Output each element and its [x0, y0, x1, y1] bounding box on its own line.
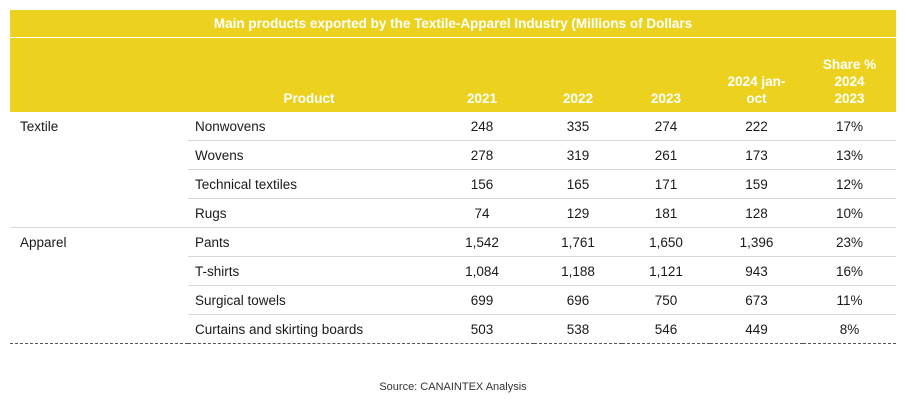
- table-row: Wovens 278 319 261 173 13%: [10, 140, 897, 170]
- share-cell: 11%: [803, 285, 897, 315]
- category-cell: [10, 257, 188, 286]
- value-2023-cell: 274: [622, 112, 710, 141]
- header-2024-line1: 2024 jan-: [727, 74, 786, 89]
- value-2021-cell: 1,084: [430, 256, 534, 286]
- export-table-container: Main products exported by the Textile-Ap…: [10, 10, 897, 344]
- product-cell: Technical textiles: [188, 169, 430, 199]
- share-cell: 10%: [803, 198, 897, 228]
- value-2023-cell: 1,121: [622, 256, 710, 286]
- category-cell: Textile: [20, 118, 59, 134]
- value-2021-cell: 699: [430, 285, 534, 315]
- share-cell: 23%: [803, 227, 897, 257]
- header-2024-jan-oct: 2024 jan- oct: [710, 37, 803, 112]
- value-2024-cell: 449: [710, 314, 803, 344]
- header-share-line1: Share %: [822, 57, 877, 72]
- table-row: Apparel Pants 1,542 1,761 1,650 1,396 23%: [10, 227, 897, 257]
- value-2022-cell: 319: [534, 140, 622, 170]
- product-cell: T-shirts: [188, 256, 430, 286]
- share-cell: 17%: [803, 112, 897, 141]
- value-2024-cell: 128: [710, 198, 803, 228]
- value-2023-cell: 546: [622, 314, 710, 344]
- value-2022-cell: 696: [534, 285, 622, 315]
- value-2022-cell: 335: [534, 112, 622, 141]
- product-cell: Wovens: [188, 140, 430, 170]
- table-row: Surgical towels 699 696 750 673 11%: [10, 285, 897, 315]
- value-2023-cell: 261: [622, 140, 710, 170]
- header-2024-line2: oct: [746, 91, 767, 106]
- product-cell: Nonwovens: [188, 112, 430, 141]
- header-2023: 2023: [622, 37, 710, 112]
- value-2021-cell: 74: [430, 198, 534, 228]
- header-product: Product: [188, 37, 430, 112]
- value-2024-cell: 173: [710, 140, 803, 170]
- value-2022-cell: 165: [534, 169, 622, 199]
- product-cell: Rugs: [188, 198, 430, 228]
- category-cell: [10, 286, 188, 315]
- value-2022-cell: 1,188: [534, 256, 622, 286]
- value-2023-cell: 171: [622, 169, 710, 199]
- table-row: Textile Nonwovens 248 335 274 222 17%: [10, 112, 897, 141]
- column-header-row: Product 2021 2022 2023 2024 jan- oct Sha…: [10, 37, 897, 112]
- header-share-line3: 2023: [834, 91, 865, 106]
- table-title: Main products exported by the Textile-Ap…: [10, 10, 897, 38]
- value-2024-cell: 1,396: [710, 227, 803, 257]
- value-2021-cell: 248: [430, 112, 534, 141]
- share-cell: 12%: [803, 169, 897, 199]
- product-cell: Surgical towels: [188, 285, 430, 315]
- category-cell: [10, 198, 188, 228]
- category-cell: [10, 314, 188, 344]
- value-2023-cell: 1,650: [622, 227, 710, 257]
- value-2022-cell: 129: [534, 198, 622, 228]
- value-2022-cell: 1,761: [534, 227, 622, 257]
- share-cell: 13%: [803, 140, 897, 170]
- value-2024-cell: 222: [710, 112, 803, 141]
- value-2022-cell: 538: [534, 314, 622, 344]
- value-2024-cell: 673: [710, 285, 803, 315]
- export-table: Main products exported by the Textile-Ap…: [10, 10, 897, 344]
- table-row: Technical textiles 156 165 171 159 12%: [10, 169, 897, 199]
- table-title-row: Main products exported by the Textile-Ap…: [10, 10, 897, 38]
- category-cell: [10, 170, 188, 199]
- share-cell: 8%: [803, 314, 897, 344]
- share-cell: 16%: [803, 256, 897, 286]
- value-2021-cell: 503: [430, 314, 534, 344]
- value-2021-cell: 156: [430, 169, 534, 199]
- header-share: Share % 2024 2023: [803, 37, 897, 112]
- product-cell: Pants: [188, 227, 430, 257]
- value-2024-cell: 159: [710, 169, 803, 199]
- source-note: Source: CANAINTEX Analysis: [379, 381, 527, 393]
- table-row: Rugs 74 129 181 128 10%: [10, 198, 897, 228]
- table-row: T-shirts 1,084 1,188 1,121 943 16%: [10, 256, 897, 286]
- product-cell: Curtains and skirting boards: [188, 314, 430, 344]
- category-cell: [10, 141, 188, 170]
- value-2021-cell: 1,542: [430, 227, 534, 257]
- header-category: [10, 37, 188, 112]
- value-2024-cell: 943: [710, 256, 803, 286]
- table-body: Textile Nonwovens 248 335 274 222 17% Wovens 278…: [10, 112, 897, 344]
- category-cell: Apparel: [20, 234, 67, 250]
- header-2022: 2022: [534, 37, 622, 112]
- header-2021: 2021: [430, 37, 534, 112]
- value-2023-cell: 750: [622, 285, 710, 315]
- value-2021-cell: 278: [430, 140, 534, 170]
- header-share-line2: 2024: [834, 74, 865, 89]
- value-2023-cell: 181: [622, 198, 710, 228]
- table-row: Curtains and skirting boards 503 538 546 449…: [10, 314, 897, 344]
